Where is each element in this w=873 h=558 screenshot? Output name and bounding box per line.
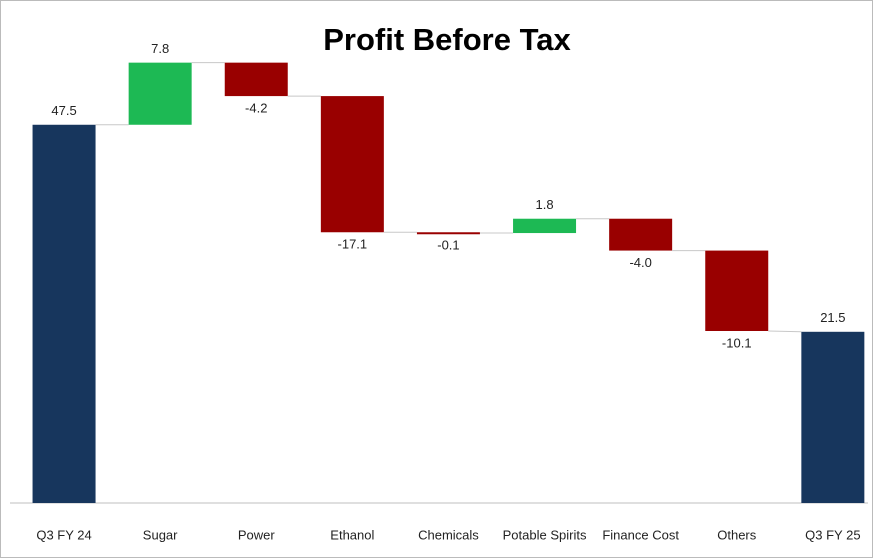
x-tick-label: Q3 FY 24 xyxy=(36,527,91,542)
bar xyxy=(128,62,192,125)
x-tick-label: Finance Cost xyxy=(602,527,679,542)
value-label: -10.1 xyxy=(722,335,752,350)
value-label: -17.1 xyxy=(338,237,368,252)
x-tick-label: Chemicals xyxy=(418,527,479,542)
bar xyxy=(513,218,577,234)
bar xyxy=(801,331,865,503)
bar xyxy=(320,96,384,233)
chart-title: Profit Before Tax xyxy=(323,22,571,57)
bar xyxy=(416,232,480,235)
value-label: 21.5 xyxy=(820,310,845,325)
value-label: 1.8 xyxy=(536,197,554,212)
bar xyxy=(32,124,96,503)
x-tick-label: Sugar xyxy=(143,527,178,542)
connector xyxy=(768,330,802,333)
bar xyxy=(224,62,288,97)
value-label: -4.2 xyxy=(245,101,267,116)
value-label: 7.8 xyxy=(151,41,169,56)
value-label: 47.5 xyxy=(51,103,76,118)
bar xyxy=(609,218,673,251)
value-label: -0.1 xyxy=(437,237,459,252)
x-tick-label: Q3 FY 25 xyxy=(805,527,860,542)
x-tick-label: Ethanol xyxy=(330,527,374,542)
x-tick-label: Potable Spirits xyxy=(503,527,587,542)
x-tick-label: Power xyxy=(238,527,276,542)
value-label: -4.0 xyxy=(629,255,651,270)
x-tick-label: Others xyxy=(717,527,757,542)
bar xyxy=(705,250,769,331)
